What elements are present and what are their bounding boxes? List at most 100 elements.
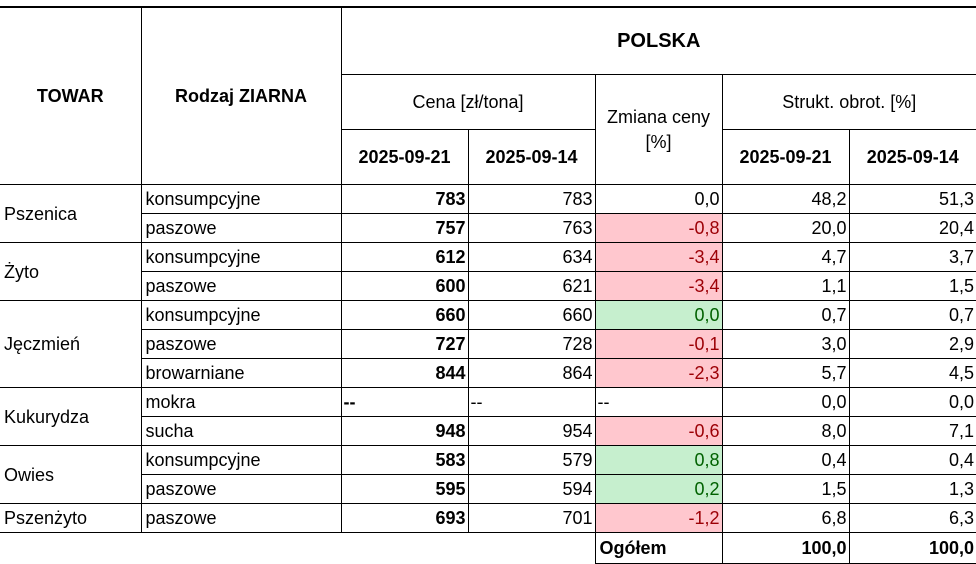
grain-type-cell: paszowe (141, 271, 342, 301)
struct-previous-cell: 20,4 (849, 213, 976, 243)
struct-previous-cell: 4,5 (849, 358, 976, 388)
table-row: Owies konsumpcyjne 583 579 0,8 0,4 0,4 (0, 445, 976, 504)
price-current-cell: 600 (341, 271, 469, 301)
price-previous-cell: 864 (468, 358, 596, 388)
price-previous-cell: 660 (468, 300, 596, 330)
struct-current-cell: 8,0 (722, 416, 850, 446)
total-label: Ogółem (595, 532, 723, 564)
header-price-change: Zmiana ceny [%] (595, 74, 723, 185)
price-change-cell: -3,4 (595, 271, 723, 301)
price-change-cell: 0,8 (595, 445, 723, 475)
grain-type-cell: konsumpcyjne (141, 242, 342, 272)
struct-current-cell: 48,2 (722, 184, 850, 214)
table-row: Jęczmień konsumpcyjne 660 660 0,0 0,7 0,7 (0, 300, 976, 388)
header-price-group: Cena [zł/tona] (341, 74, 596, 130)
price-current-cell: 948 (341, 416, 469, 446)
table-row: paszowe 727 728 -0,1 3,0 2,9 (0, 329, 976, 359)
struct-previous-cell: 0,4 (849, 445, 976, 475)
header-struct-date-current: 2025-09-21 (722, 129, 850, 185)
struct-current-cell: 20,0 (722, 213, 850, 243)
commodity-cell: Pszenżyto (0, 503, 142, 533)
struct-previous-cell: 51,3 (849, 184, 976, 214)
header-rodzaj-ziarna: Rodzaj ZIARNA (141, 6, 342, 185)
price-current-cell: 595 (341, 474, 469, 504)
header-towar: TOWAR (0, 6, 142, 185)
struct-current-cell: 0,4 (722, 445, 850, 475)
price-change-cell: 0,2 (595, 474, 723, 504)
price-change-cell: -3,4 (595, 242, 723, 272)
price-change-cell: -0,6 (595, 416, 723, 446)
grain-type-cell: konsumpcyjne (141, 184, 342, 214)
price-change-cell: 0,0 (595, 184, 723, 214)
struct-previous-cell: 1,3 (849, 474, 976, 504)
price-current-cell: 757 (341, 213, 469, 243)
struct-previous-cell: 6,3 (849, 503, 976, 533)
table-row: browarniane 844 864 -2,3 5,7 4,5 (0, 358, 976, 388)
price-change-cell: -2,3 (595, 358, 723, 388)
price-current-cell: 727 (341, 329, 469, 359)
price-previous-cell: 621 (468, 271, 596, 301)
commodity-cell: Pszenica (0, 184, 142, 243)
price-change-cell: -0,1 (595, 329, 723, 359)
table-row: sucha 948 954 -0,6 8,0 7,1 (0, 416, 976, 446)
table-row: Żyto konsumpcyjne 612 634 -3,4 4,7 3,7 (0, 242, 976, 301)
price-change-cell: -0,8 (595, 213, 723, 243)
header-price-date-current: 2025-09-21 (341, 129, 469, 185)
total-struct-current: 100,0 (722, 532, 850, 564)
total-struct-previous: 100,0 (849, 532, 976, 564)
price-previous-cell: 634 (468, 242, 596, 272)
table-row: Pszenica konsumpcyjne 783 783 0,0 48,2 51,3 (0, 184, 976, 243)
grain-type-cell: paszowe (141, 503, 342, 533)
struct-previous-cell: 0,7 (849, 300, 976, 330)
price-previous-cell: 594 (468, 474, 596, 504)
table-row: paszowe 595 594 0,2 1,5 1,3 (0, 474, 976, 504)
header-structure-group: Strukt. obrot. [%] (722, 74, 976, 130)
price-current-cell: 783 (341, 184, 469, 214)
price-change-cell: -1,2 (595, 503, 723, 533)
price-current-cell: -- (341, 387, 469, 417)
grain-price-table: TOWAR Rodzaj ZIARNA POLSKA Cena [zł/tona… (0, 6, 976, 564)
struct-current-cell: 1,1 (722, 271, 850, 301)
price-change-cell: 0,0 (595, 300, 723, 330)
struct-current-cell: 5,7 (722, 358, 850, 388)
struct-previous-cell: 3,7 (849, 242, 976, 272)
struct-previous-cell: 2,9 (849, 329, 976, 359)
struct-current-cell: 1,5 (722, 474, 850, 504)
price-previous-cell: 783 (468, 184, 596, 214)
price-current-cell: 693 (341, 503, 469, 533)
price-change-cell: -- (595, 387, 723, 417)
table-row: paszowe 757 763 -0,8 20,0 20,4 (0, 213, 976, 243)
grain-type-cell: browarniane (141, 358, 342, 388)
struct-current-cell: 4,7 (722, 242, 850, 272)
struct-current-cell: 3,0 (722, 329, 850, 359)
price-current-cell: 660 (341, 300, 469, 330)
struct-previous-cell: 7,1 (849, 416, 976, 446)
grain-type-cell: paszowe (141, 474, 342, 504)
price-previous-cell: 763 (468, 213, 596, 243)
table-body: Pszenica konsumpcyjne 783 783 0,0 48,2 51,3 pas… (0, 184, 976, 564)
header-price-date-previous: 2025-09-14 (468, 129, 596, 185)
price-current-cell: 844 (341, 358, 469, 388)
price-previous-cell: 701 (468, 503, 596, 533)
grain-type-cell: konsumpcyjne (141, 445, 342, 475)
commodity-cell: Owies (0, 445, 142, 504)
commodity-cell: Kukurydza (0, 387, 142, 446)
struct-current-cell: 0,0 (722, 387, 850, 417)
struct-previous-cell: 1,5 (849, 271, 976, 301)
commodity-cell: Żyto (0, 242, 142, 301)
price-previous-cell: -- (468, 387, 596, 417)
header-region: POLSKA (341, 6, 976, 75)
header-struct-date-previous: 2025-09-14 (849, 129, 976, 185)
price-previous-cell: 954 (468, 416, 596, 446)
total-row: Ogółem 100,0 100,0 (0, 532, 976, 564)
struct-current-cell: 6,8 (722, 503, 850, 533)
grain-type-cell: mokra (141, 387, 342, 417)
table-row: Kukurydza mokra -- -- -- 0,0 0,0 (0, 387, 976, 446)
price-current-cell: 612 (341, 242, 469, 272)
grain-type-cell: konsumpcyjne (141, 300, 342, 330)
table-row: paszowe 600 621 -3,4 1,1 1,5 (0, 271, 976, 301)
grain-type-cell: paszowe (141, 329, 342, 359)
commodity-cell: Jęczmień (0, 300, 142, 388)
table-row: Pszenżyto paszowe 693 701 -1,2 6,8 6,3 (0, 503, 976, 533)
total-spacer (0, 532, 596, 564)
